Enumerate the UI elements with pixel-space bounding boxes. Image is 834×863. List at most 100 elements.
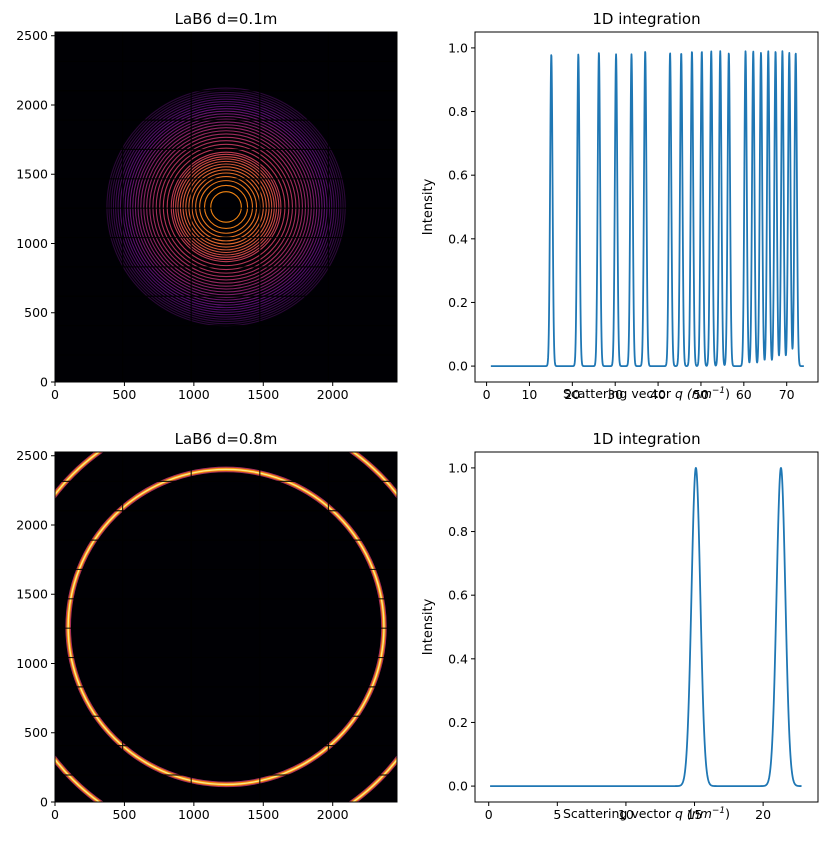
y-axis-label: Intensity [421, 178, 436, 235]
y-tick-label: 0.6 [448, 168, 468, 183]
diffraction-ring [155, 136, 297, 278]
diffraction-ring [140, 121, 312, 293]
x-tick-label: 1000 [178, 387, 210, 402]
plot-area [489, 467, 803, 787]
y-tick-label: 2000 [16, 97, 48, 112]
x-tick-label: 0 [483, 387, 491, 402]
x-axis-label-text: Scattering vector [563, 806, 672, 821]
detector-image-panel-bottom: LaB6 d=0.8m 0 500 1000 1500 2000 0 500 1000 1500… [16, 430, 398, 822]
x-tick-label: 5 [553, 807, 561, 822]
y-tick-label: 1.0 [448, 460, 468, 475]
diffraction-ring [119, 100, 333, 313]
diffraction-ring [127, 108, 326, 306]
x-axis-label-exp: −1 [712, 806, 725, 816]
diffraction-ring [110, 91, 342, 323]
panel-title: 1D integration [592, 430, 700, 448]
diffraction-ring [170, 151, 282, 263]
detector-image [55, 452, 397, 802]
diffraction-ring [132, 113, 320, 301]
x-tick-label: 20 [755, 807, 771, 822]
y-tick-label: 2500 [16, 448, 48, 463]
y-axis-label: Intensity [421, 598, 436, 655]
diffraction-ring [210, 191, 242, 223]
diffraction-ring [203, 184, 249, 229]
diffraction-ring [134, 115, 318, 298]
x-tick-label: 2000 [317, 807, 349, 822]
x-axis-label: Scattering vector q (nm−1) [563, 806, 730, 821]
x-tick-label: 20 [564, 387, 580, 402]
axes: 0 500 1000 1500 2000 0 500 1000 1500 2000 2500 [16, 448, 398, 822]
x-tick-label: 0 [51, 387, 59, 402]
axes: 0 5 10 15 20 0.0 0.2 0.4 0.6 0.8 1.0 [448, 451, 819, 822]
panel-title: LaB6 d=0.1m [175, 10, 278, 28]
y-tick-label: 2000 [16, 517, 48, 532]
diffraction-ring [182, 163, 270, 251]
diffraction-ring [159, 140, 293, 274]
y-tick-label: 1500 [16, 587, 48, 602]
diffraction-ring [179, 160, 273, 254]
diffraction-ring [166, 147, 286, 267]
y-tick-label: 0.2 [448, 715, 468, 730]
x-axis-label-text: Scattering vector [563, 386, 672, 401]
diffraction-ring [117, 98, 335, 316]
diffraction-ring [162, 143, 290, 271]
x-tick-label: 10 [521, 387, 537, 402]
diffraction-ring [146, 127, 307, 287]
y-tick-label: 0.0 [448, 359, 468, 374]
y-tick-label: 0.4 [448, 231, 468, 246]
diffraction-ring [115, 96, 338, 318]
y-tick-label: 0.8 [448, 104, 468, 119]
diffraction-ring [67, 468, 385, 786]
y-tick-label: 0 [40, 375, 48, 390]
x-axis-label-q: q (nm [675, 806, 712, 821]
x-tick-label: 0 [51, 807, 59, 822]
x-tick-label: 50 [693, 387, 709, 402]
x-tick-label: 30 [607, 387, 623, 402]
x-tick-label: 500 [112, 387, 136, 402]
diffraction-ring [185, 166, 267, 248]
diffraction-ring [149, 130, 303, 284]
diffraction-ring [188, 169, 264, 245]
x-tick-label: 0 [485, 807, 493, 822]
y-tick-label: 1.0 [448, 40, 468, 55]
x-tick-label: 1000 [178, 807, 210, 822]
x-tick-label: 500 [112, 807, 136, 822]
panel-title: 1D integration [592, 10, 700, 28]
intensity-line [489, 467, 803, 787]
y-tick-label: 1000 [16, 656, 48, 671]
detector-background [55, 452, 397, 802]
diffraction-ring [137, 118, 315, 296]
x-tick-label: 40 [650, 387, 666, 402]
x-tick-label: 10 [618, 807, 634, 822]
x-tick-label: 1500 [247, 387, 279, 402]
integration-plot-panel-bottom: 1D integration 0 5 10 15 20 0.0 0.2 0.4 0.6 0.8 1.… [421, 430, 819, 822]
y-tick-label: 1500 [16, 167, 48, 182]
y-tick-label: 0.2 [448, 295, 468, 310]
axes-frame [54, 31, 398, 383]
integration-plot-panel-top: 1D integration 0 10 20 30 40 50 60 70 0.0 0.2 0.4 0… [421, 10, 819, 402]
axes-frame [474, 31, 819, 383]
x-tick-label: 60 [736, 387, 752, 402]
x-axis-label: Scattering vector q (nm−1) [563, 386, 730, 401]
y-tick-label: 500 [24, 725, 48, 740]
x-tick-label: 70 [779, 387, 795, 402]
y-tick-label: 500 [24, 305, 48, 320]
diffraction-ring [129, 110, 323, 304]
detector-image [55, 32, 397, 382]
axes: 0 500 1000 1500 2000 0 500 1000 1500 2000 2500 [16, 28, 398, 402]
x-tick-label: 2000 [317, 387, 349, 402]
diffraction-ring [112, 94, 340, 320]
diffraction-ring [152, 133, 300, 281]
x-tick-label: 15 [687, 807, 703, 822]
plot-area [490, 50, 805, 367]
x-axis-label-exp: −1 [712, 386, 725, 396]
detector-image-panel-top: LaB6 d=0.1m 0 500 1000 1500 2000 0 500 1000 1500… [16, 10, 398, 402]
diffraction-ring [172, 153, 280, 261]
axes-frame [54, 451, 398, 803]
y-tick-label: 0 [40, 795, 48, 810]
diffraction-ring [177, 158, 275, 256]
y-tick-label: 0.0 [448, 779, 468, 794]
diffraction-ring [124, 105, 328, 309]
intensity-line [490, 50, 805, 367]
